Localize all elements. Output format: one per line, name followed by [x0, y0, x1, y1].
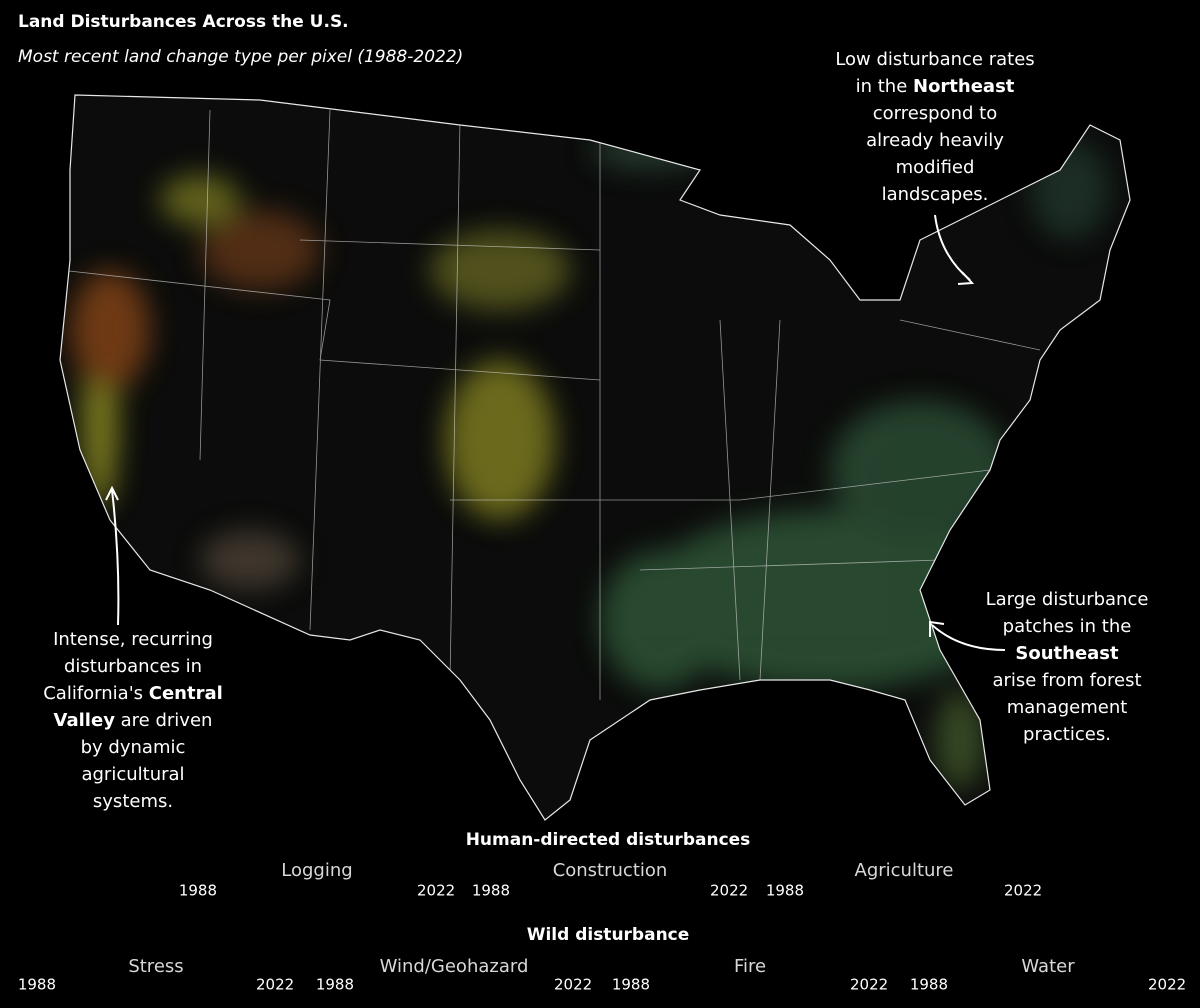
annotation-text: practices.: [1023, 724, 1111, 745]
annotation-text: Northeast: [913, 76, 1015, 97]
annotation-line: disturbances in: [64, 656, 202, 677]
legend-name: Fire: [734, 956, 766, 977]
annotation-line: Southeast: [1015, 643, 1119, 664]
annotation-text: disturbances in: [64, 656, 202, 677]
legend-year-end: 2022: [417, 882, 455, 900]
annotation-line: by dynamic: [81, 737, 186, 758]
annotation-text: management: [1007, 697, 1128, 718]
legend: Human-directed disturbances 1988 2022 Loggi…: [18, 830, 1186, 994]
legend-year-end: 2022: [256, 976, 294, 994]
annotations: Low disturbance rates in the Northeast cor…: [43, 49, 1148, 812]
legend-year-start: 1988: [612, 976, 650, 994]
annotation-text: California's: [43, 683, 149, 704]
legend-year-start: 1988: [179, 882, 217, 900]
legend-heading: Wild disturbance: [527, 925, 690, 945]
annotation-line: already heavily: [866, 130, 1004, 151]
annotation-line: Low disturbance rates: [835, 49, 1034, 70]
legend-name: Agriculture: [855, 860, 954, 881]
legend-year-end: 2022: [710, 882, 748, 900]
arrows: [105, 214, 1006, 651]
legend-year-start: 1988: [18, 976, 56, 994]
legend-name: Wind/Geohazard: [380, 956, 529, 977]
legend-year-start: 1988: [766, 882, 804, 900]
legend-year-start: 1988: [910, 976, 948, 994]
annotation-text: Intense, recurring: [53, 629, 213, 650]
legend-name: Water: [1021, 956, 1075, 977]
annotation-line: in the Northeast: [856, 76, 1015, 97]
legend-year-end: 2022: [850, 976, 888, 994]
annotation-text: Southeast: [1015, 643, 1119, 664]
annotation-text: landscapes.: [882, 184, 989, 205]
legend-year-end: 2022: [554, 976, 592, 994]
annotation-text: Low disturbance rates: [835, 49, 1034, 70]
legend-year-start: 1988: [472, 882, 510, 900]
annotation-text: patches in the: [1003, 616, 1132, 637]
annotation-text: are driven: [115, 710, 213, 731]
legend-heading: Human-directed disturbances: [466, 830, 751, 850]
annotation-text: modified: [896, 157, 975, 178]
annotation-text: agricultural: [81, 764, 184, 785]
legend-year-end: 2022: [1004, 882, 1042, 900]
annotation-line: Valley are driven: [54, 710, 213, 731]
annotation-line: systems.: [93, 791, 173, 812]
annotation-line: practices.: [1023, 724, 1111, 745]
legend-year-start: 1988: [316, 976, 354, 994]
annotation-text: by dynamic: [81, 737, 186, 758]
legend-name: Stress: [128, 956, 183, 977]
annotation-text: already heavily: [866, 130, 1004, 151]
annotation-text: correspond to: [873, 103, 998, 124]
annotation-line: arise from forest: [992, 670, 1141, 691]
legend-name: Logging: [281, 860, 352, 881]
annotation-line: Large disturbance: [986, 589, 1149, 610]
annotation-line: patches in the: [1003, 616, 1132, 637]
annotation-line: landscapes.: [882, 184, 989, 205]
legend-year-end: 2022: [1148, 976, 1186, 994]
annotation-text: arise from forest: [992, 670, 1141, 691]
annotation-line: management: [1007, 697, 1128, 718]
legend-name: Construction: [553, 860, 668, 881]
annotation-text: systems.: [93, 791, 173, 812]
map: [59, 94, 1131, 821]
annotation-text: Central: [149, 683, 223, 704]
annotation-line: California's Central: [43, 683, 223, 704]
annotation-line: agricultural: [81, 764, 184, 785]
annotation-line: Intense, recurring: [53, 629, 213, 650]
annotation-line: modified: [896, 157, 975, 178]
title: Land Disturbances Across the U.S.: [18, 12, 349, 32]
annotation-line: correspond to: [873, 103, 998, 124]
annotation-text: Large disturbance: [986, 589, 1149, 610]
subtitle: Most recent land change type per pixel (…: [18, 47, 463, 67]
annotation-text: Valley: [54, 710, 116, 731]
annotation-text: in the: [856, 76, 913, 97]
